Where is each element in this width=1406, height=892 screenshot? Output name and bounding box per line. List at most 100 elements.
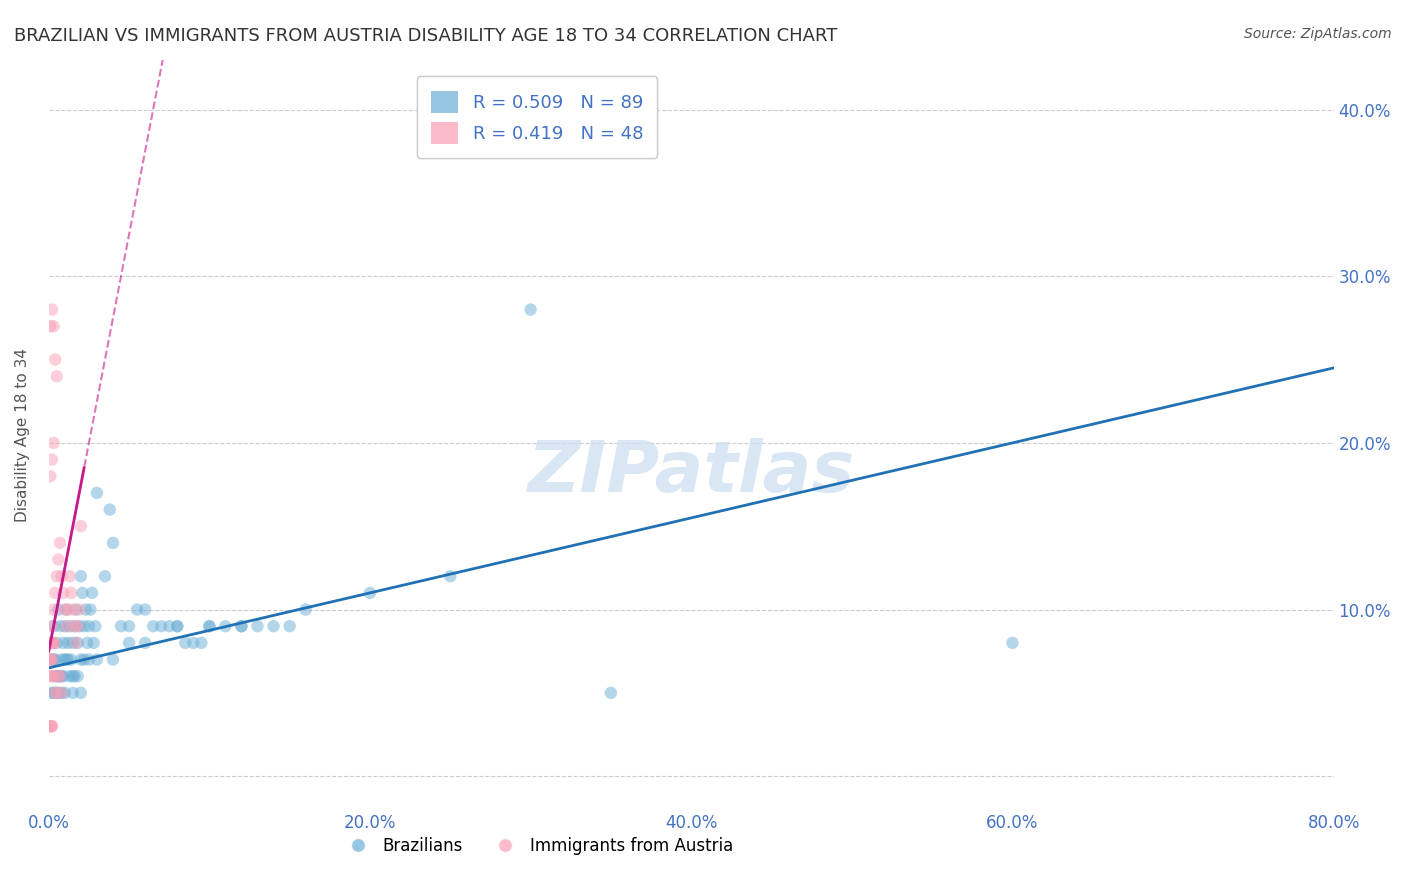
Point — [73, 619, 96, 633]
Point — [214, 619, 236, 633]
Point — [39, 719, 62, 733]
Point — [142, 619, 165, 633]
Y-axis label: Disability Age 18 to 34: Disability Age 18 to 34 — [15, 348, 30, 522]
Point — [48, 669, 70, 683]
Point — [42, 636, 65, 650]
Point — [83, 636, 105, 650]
Point — [39, 719, 62, 733]
Point — [52, 586, 75, 600]
Point — [439, 569, 461, 583]
Point — [41, 719, 63, 733]
Point — [52, 636, 75, 650]
Point — [181, 636, 204, 650]
Point — [263, 619, 285, 633]
Point — [51, 686, 73, 700]
Point — [134, 636, 156, 650]
Point — [39, 636, 62, 650]
Point — [49, 669, 72, 683]
Point — [48, 552, 70, 566]
Point — [42, 319, 65, 334]
Point — [118, 636, 141, 650]
Point — [42, 636, 65, 650]
Point — [44, 669, 66, 683]
Point — [48, 602, 70, 616]
Point — [70, 569, 93, 583]
Point — [101, 536, 124, 550]
Point — [48, 686, 70, 700]
Point — [66, 636, 89, 650]
Point — [101, 652, 124, 666]
Point — [39, 319, 62, 334]
Text: Source: ZipAtlas.com: Source: ZipAtlas.com — [1244, 27, 1392, 41]
Point — [39, 636, 62, 650]
Point — [59, 569, 82, 583]
Point — [63, 619, 86, 633]
Point — [59, 619, 82, 633]
Point — [39, 669, 62, 683]
Point — [42, 652, 65, 666]
Point — [41, 636, 63, 650]
Point — [70, 519, 93, 533]
Point — [56, 636, 79, 650]
Point — [60, 586, 83, 600]
Point — [70, 686, 93, 700]
Point — [42, 619, 65, 633]
Point — [519, 302, 541, 317]
Point — [52, 669, 75, 683]
Point — [41, 719, 63, 733]
Point — [41, 619, 63, 633]
Point — [51, 569, 73, 583]
Point — [75, 602, 97, 616]
Point — [44, 586, 66, 600]
Point — [39, 652, 62, 666]
Point — [63, 619, 86, 633]
Point — [110, 619, 132, 633]
Point — [56, 602, 79, 616]
Point — [44, 686, 66, 700]
Point — [42, 602, 65, 616]
Point — [45, 369, 67, 384]
Point — [98, 502, 121, 516]
Point — [56, 652, 79, 666]
Point — [599, 686, 621, 700]
Point — [39, 652, 62, 666]
Point — [231, 619, 253, 633]
Point — [41, 652, 63, 666]
Point — [55, 619, 77, 633]
Point — [66, 619, 89, 633]
Point — [39, 652, 62, 666]
Point — [39, 469, 62, 483]
Point — [42, 436, 65, 450]
Point — [198, 619, 221, 633]
Point — [73, 652, 96, 666]
Point — [1001, 636, 1024, 650]
Text: BRAZILIAN VS IMMIGRANTS FROM AUSTRIA DISABILITY AGE 18 TO 34 CORRELATION CHART: BRAZILIAN VS IMMIGRANTS FROM AUSTRIA DIS… — [14, 27, 838, 45]
Point — [72, 586, 94, 600]
Point — [82, 586, 104, 600]
Point — [41, 669, 63, 683]
Point — [62, 602, 84, 616]
Point — [44, 652, 66, 666]
Point — [66, 669, 89, 683]
Point — [44, 686, 66, 700]
Point — [67, 619, 90, 633]
Point — [41, 302, 63, 317]
Point — [157, 619, 180, 633]
Point — [150, 619, 173, 633]
Point — [65, 602, 87, 616]
Point — [51, 669, 73, 683]
Point — [45, 636, 67, 650]
Point — [65, 636, 87, 650]
Point — [53, 619, 76, 633]
Point — [84, 619, 107, 633]
Point — [94, 569, 117, 583]
Legend: R = 0.509   N = 89, R = 0.419   N = 48: R = 0.509 N = 89, R = 0.419 N = 48 — [416, 76, 658, 158]
Point — [134, 602, 156, 616]
Point — [294, 602, 316, 616]
Point — [49, 619, 72, 633]
Point — [51, 686, 73, 700]
Point — [55, 652, 77, 666]
Point — [45, 686, 67, 700]
Point — [166, 619, 188, 633]
Point — [53, 652, 76, 666]
